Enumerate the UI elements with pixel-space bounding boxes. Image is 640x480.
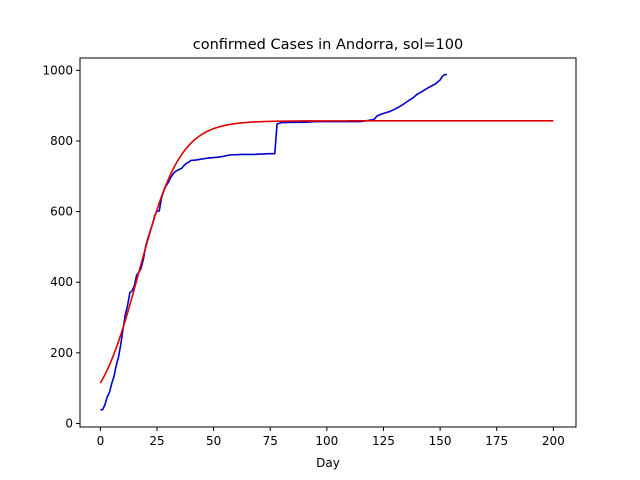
x-tick-label: 150 bbox=[429, 434, 452, 448]
plot-frame bbox=[79, 57, 577, 428]
x-tick-label: 75 bbox=[263, 434, 278, 448]
y-tick-label: 0 bbox=[65, 416, 73, 430]
series-group bbox=[99, 73, 554, 411]
ticks: 0 25 50 75 100 125 150 175 200 0 200 400 600 800 1000 bbox=[42, 63, 564, 448]
x-tick-label: 175 bbox=[485, 434, 508, 448]
y-tick-label: 800 bbox=[50, 134, 73, 148]
x-tick-label: 125 bbox=[372, 434, 395, 448]
y-tick-label: 1000 bbox=[42, 63, 73, 77]
x-axis-label: Day bbox=[316, 456, 340, 470]
confirmed-cases-line bbox=[100, 73, 447, 411]
x-tick-label: 100 bbox=[315, 434, 338, 448]
x-tick-label: 50 bbox=[206, 434, 221, 448]
x-tick-label: 0 bbox=[97, 434, 105, 448]
y-tick-label: 200 bbox=[50, 346, 73, 360]
y-tick-label: 600 bbox=[50, 205, 73, 219]
fitted-curve-line bbox=[99, 120, 554, 384]
x-tick-label: 200 bbox=[542, 434, 565, 448]
y-tick-label: 400 bbox=[50, 275, 73, 289]
x-tick-label: 25 bbox=[149, 434, 164, 448]
chart-title: confirmed Cases in Andorra, sol=100 bbox=[193, 37, 463, 53]
